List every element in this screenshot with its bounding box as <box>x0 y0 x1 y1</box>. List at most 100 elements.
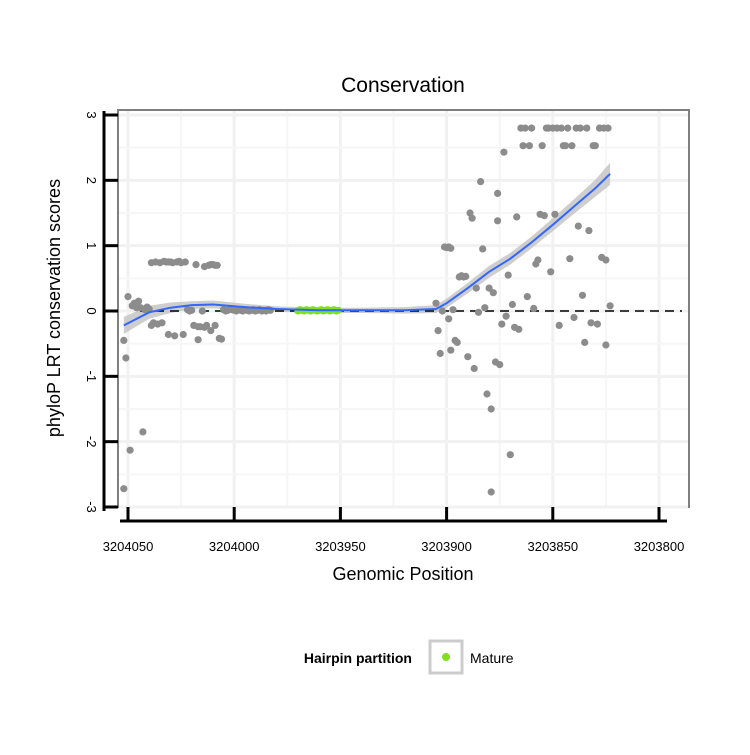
score-point <box>508 300 516 309</box>
score-point <box>555 321 563 329</box>
score-point <box>602 341 610 349</box>
score-point <box>570 313 578 322</box>
score-point <box>487 488 495 496</box>
score-point <box>158 319 166 327</box>
y-axis-label: phyloP LRT conservation scores <box>44 179 64 437</box>
score-point <box>188 306 196 314</box>
score-point <box>217 335 226 343</box>
y-tick-label: 2 <box>84 177 99 184</box>
score-point <box>487 405 495 413</box>
score-point <box>513 213 521 221</box>
score-point <box>120 336 128 344</box>
score-point <box>494 189 502 197</box>
score-point <box>585 227 593 235</box>
score-point <box>122 354 130 362</box>
score-point <box>568 142 576 150</box>
score-point <box>481 304 489 312</box>
score-point <box>462 272 470 280</box>
score-point <box>445 315 453 323</box>
y-tick-label: 0 <box>84 307 99 314</box>
score-point <box>581 338 589 346</box>
x-tick-label: 3203850 <box>527 539 578 554</box>
legend-mature-swatch <box>442 653 450 661</box>
score-point <box>120 485 128 493</box>
score-point <box>502 312 510 320</box>
score-point <box>523 293 531 301</box>
score-point <box>528 124 536 132</box>
x-tick-label: 3203800 <box>634 539 685 554</box>
score-point <box>504 271 512 279</box>
score-point <box>485 284 493 292</box>
score-point <box>139 428 147 436</box>
score-point <box>551 210 559 218</box>
score-point <box>574 222 582 230</box>
score-point <box>576 124 585 132</box>
x-tick-label: 3204000 <box>209 539 260 554</box>
x-tick-label: 3204050 <box>103 539 154 554</box>
score-point <box>566 255 574 263</box>
score-point <box>583 124 591 132</box>
score-point <box>438 307 446 315</box>
score-point <box>468 214 476 222</box>
score-point <box>591 142 599 150</box>
x-tick-label: 3203900 <box>421 539 472 554</box>
y-axis: -3 -2 -1 0 1 2 3 <box>84 111 118 513</box>
y-tick-label: 3 <box>84 111 99 118</box>
score-point <box>124 293 132 301</box>
score-point <box>179 330 187 339</box>
y-tick-label: -1 <box>84 371 99 383</box>
score-point <box>606 302 614 310</box>
score-point <box>211 321 219 329</box>
x-axis: 3204050 3204000 3203950 3203900 3203850 32038… <box>103 507 685 554</box>
score-point <box>521 124 529 132</box>
score-point <box>477 178 485 186</box>
score-point <box>534 256 542 264</box>
score-point <box>474 308 483 316</box>
score-point <box>434 327 442 335</box>
score-point <box>145 305 153 313</box>
score-point <box>126 446 134 454</box>
score-point <box>181 258 189 266</box>
score-point <box>602 256 610 264</box>
score-point <box>194 336 202 344</box>
score-point <box>479 245 487 253</box>
score-point <box>538 142 546 150</box>
y-tick-label: 1 <box>84 242 99 249</box>
y-tick-label: -3 <box>84 501 99 513</box>
legend-title: Hairpin partition <box>304 650 412 666</box>
score-point <box>540 212 548 220</box>
score-point <box>494 217 502 225</box>
score-point <box>515 325 523 333</box>
score-point <box>604 124 612 132</box>
score-point <box>500 148 508 156</box>
score-point <box>432 299 440 307</box>
score-point <box>464 353 472 361</box>
score-point <box>496 361 504 369</box>
score-point <box>557 124 565 132</box>
score-point <box>171 332 179 340</box>
score-point <box>472 284 480 292</box>
score-point <box>164 330 172 339</box>
score-point <box>506 451 514 459</box>
score-point <box>453 338 461 346</box>
score-point <box>593 320 602 328</box>
score-point <box>561 142 570 150</box>
score-point <box>483 390 491 398</box>
y-tick-label: -2 <box>84 436 99 448</box>
score-point <box>135 297 143 305</box>
score-point <box>207 327 215 335</box>
legend: Hairpin partition Mature <box>304 639 514 675</box>
smooth-line <box>123 173 611 327</box>
x-axis-label: Genomic Position <box>332 564 473 584</box>
score-point <box>470 364 478 373</box>
score-point <box>587 319 595 327</box>
score-point <box>519 142 527 150</box>
score-point <box>447 244 455 252</box>
score-point <box>564 124 572 132</box>
score-point <box>436 349 444 358</box>
score-point <box>547 268 555 276</box>
score-point <box>525 142 534 150</box>
score-point <box>530 304 538 312</box>
score-point <box>578 291 587 299</box>
